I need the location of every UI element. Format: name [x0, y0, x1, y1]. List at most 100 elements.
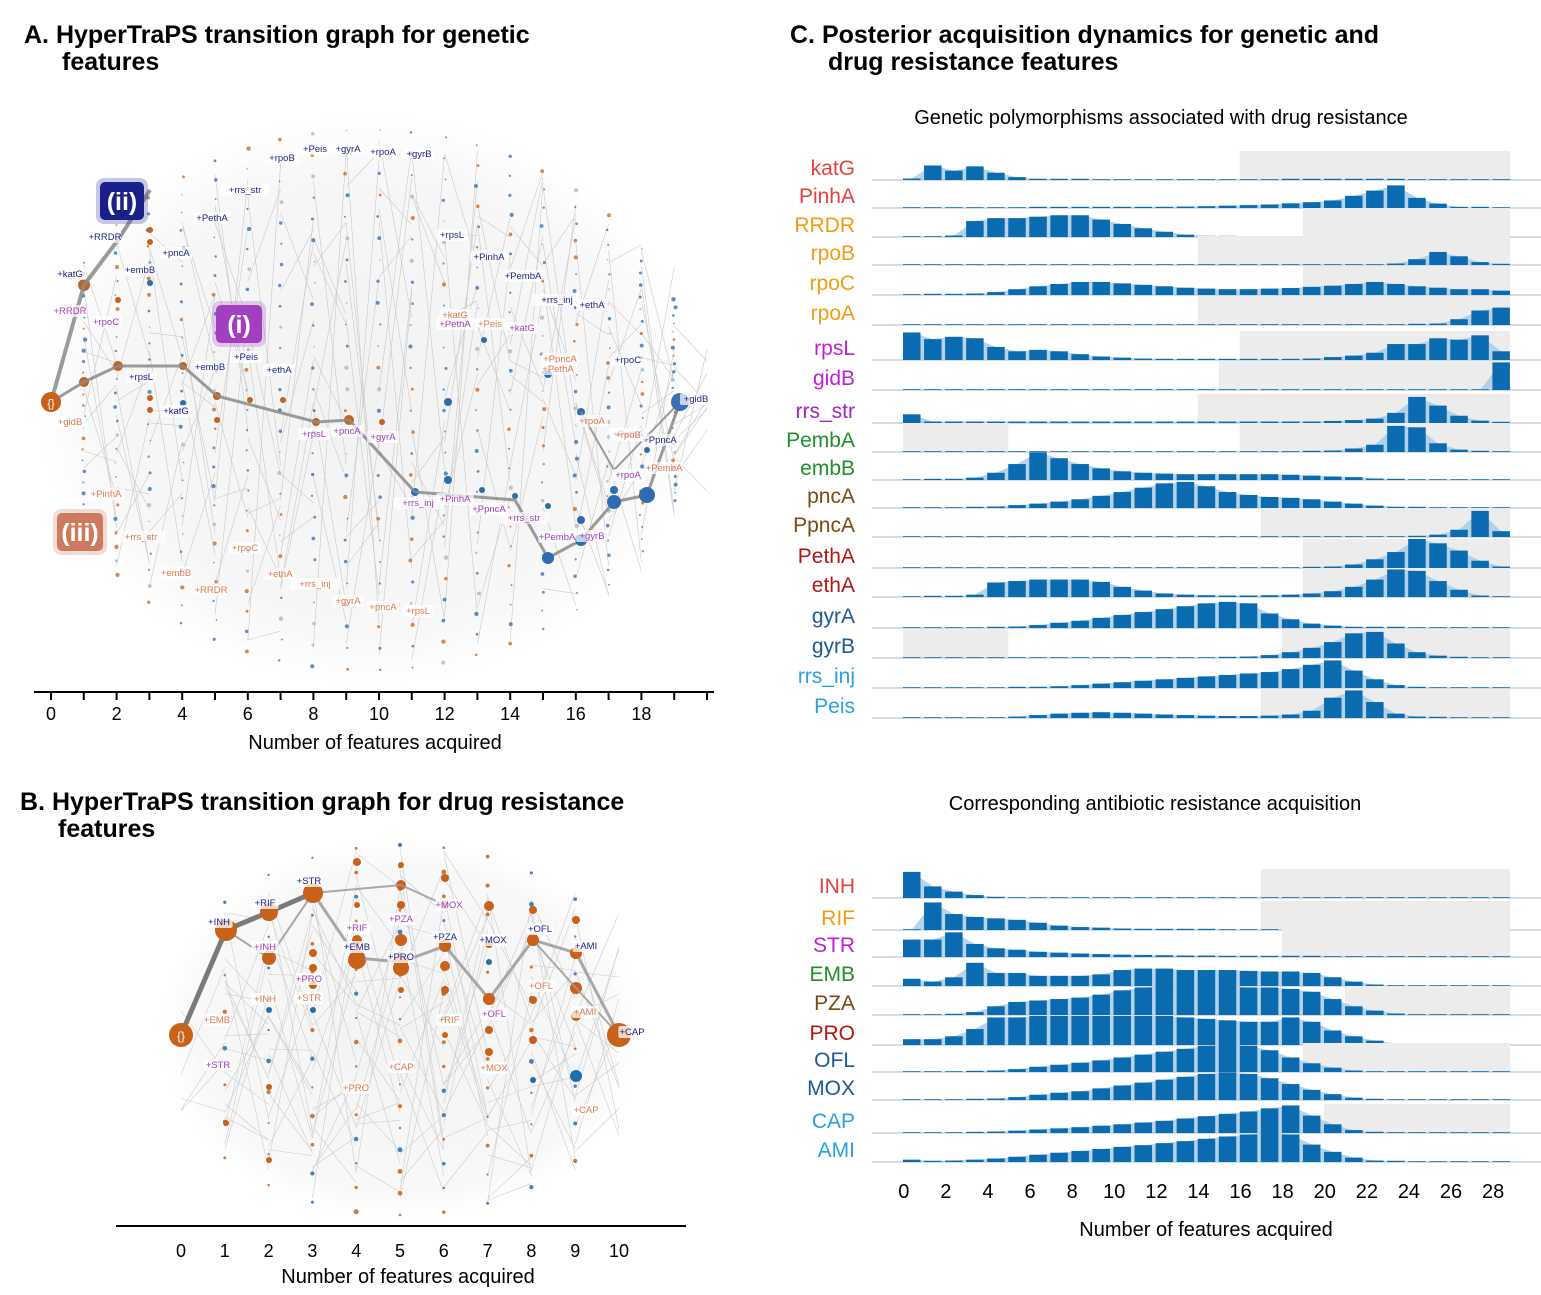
shade-region [1260, 869, 1510, 898]
graph-node [116, 378, 118, 380]
bar-rpoB-13 [1176, 264, 1195, 265]
label-bg [576, 415, 608, 427]
bar-rrs_inj-27 [1471, 687, 1489, 688]
graph-edge [487, 933, 532, 1017]
bar-rrs_str-22 [1366, 418, 1384, 423]
bar-RIF-3 [966, 916, 984, 930]
graph-edge [542, 278, 577, 528]
transition-label: +rpsL [406, 606, 430, 617]
graph-node [539, 315, 545, 320]
graph-node [310, 1200, 314, 1204]
graph-node [475, 633, 479, 636]
transition-label: +PembA [505, 271, 542, 282]
graph-node [313, 281, 316, 284]
graph-node [310, 217, 314, 221]
bar-OFL-4 [987, 1070, 1005, 1072]
graph-node [539, 224, 544, 228]
bar-STR-16 [1239, 955, 1258, 957]
transition-label: +embB [125, 265, 155, 276]
label-bg [220, 184, 270, 196]
transition-label: +katG [163, 406, 189, 417]
bar-rpsL-25 [1429, 338, 1447, 360]
row-label-rpoB: rpoB [811, 242, 855, 265]
graph-edge [356, 977, 401, 983]
graph-node [508, 447, 511, 450]
bar-PpncA-26 [1450, 529, 1468, 537]
bar-CAP-12 [1155, 1120, 1174, 1133]
transition-label: +rpoB [269, 153, 295, 164]
bar-STR-18 [1281, 955, 1300, 957]
bar-rpsL-5 [1008, 351, 1026, 360]
bar-INH-5 [1008, 897, 1026, 898]
graph-node [81, 448, 84, 451]
graph-node [311, 452, 314, 455]
graph-node [354, 894, 359, 899]
graph-node [379, 668, 382, 671]
graph-node [640, 392, 645, 396]
graph-node [246, 469, 250, 472]
tick-c-26: 26 [1440, 1181, 1462, 1203]
bar-gidB-6 [1029, 389, 1047, 390]
bar-katG-27 [1471, 179, 1489, 180]
graph-node [113, 516, 118, 521]
graph-edge [116, 243, 150, 357]
graph-node [113, 251, 118, 255]
graph-node [671, 314, 675, 317]
hist-row-rpoB: rpoB [811, 236, 1541, 266]
graph-node [442, 304, 445, 307]
graph-edge [531, 900, 576, 999]
bar-AMI-19 [1302, 1144, 1321, 1162]
graph-node [148, 358, 151, 361]
graph-node [113, 391, 117, 395]
graph-edge [312, 908, 357, 1004]
graph-edge [181, 222, 216, 363]
bar-embB-5 [1008, 464, 1026, 480]
bar-Peis-0 [903, 717, 921, 718]
graph-node [222, 1009, 227, 1014]
bar-katG-13 [1176, 179, 1195, 180]
row-label-gyrA: gyrA [812, 605, 855, 628]
hist-row-RRDR: RRDR [794, 208, 1541, 238]
label-bg [576, 299, 608, 311]
bar-katG-28 [1492, 179, 1510, 180]
graph-edge [509, 235, 544, 396]
bar-PpncA-18 [1281, 536, 1300, 537]
bar-PethA-26 [1450, 550, 1468, 568]
bar-PpncA-23 [1387, 536, 1405, 537]
bar-rpoC-23 [1387, 283, 1405, 295]
label-bg [612, 354, 644, 366]
bar-AMI-22 [1366, 1160, 1384, 1162]
hist-row-katG: katG [811, 151, 1541, 181]
bar-pncA-6 [1029, 503, 1047, 508]
bar-Peis-27 [1471, 717, 1489, 718]
graph-edge [399, 1073, 445, 1193]
graph-node [608, 273, 611, 276]
bar-rrs_inj-14 [1197, 676, 1216, 688]
hist-row-PethA: PethA [798, 539, 1541, 569]
graph-node [541, 243, 544, 246]
bar-INH-27 [1471, 897, 1489, 898]
graph-node [179, 300, 183, 304]
bar-CAP-10 [1113, 1124, 1131, 1133]
bar-gidB-11 [1134, 389, 1153, 390]
bar-STR-17 [1260, 955, 1279, 957]
bar-gyrA-13 [1176, 606, 1195, 628]
graph-node [377, 236, 382, 241]
graph-node [146, 503, 152, 508]
hist-row-STR: STR [813, 928, 1541, 958]
bar-rpsL-12 [1155, 358, 1174, 360]
graph-node [310, 494, 314, 497]
graph-node [476, 429, 479, 432]
graph-node [671, 297, 676, 302]
bar-PembA-16 [1239, 451, 1258, 452]
bar-PZA-5 [1008, 1001, 1026, 1015]
tick-c-22: 22 [1356, 1181, 1378, 1203]
graph-node [510, 545, 513, 548]
graph-node [278, 221, 283, 225]
bar-PethA-16 [1239, 567, 1258, 568]
bar-EMB-28 [1492, 985, 1510, 986]
bar-PZA-17 [1260, 987, 1279, 1015]
graph-node [398, 1017, 402, 1021]
bar-rpoC-11 [1134, 284, 1153, 295]
graph-node [509, 408, 512, 411]
